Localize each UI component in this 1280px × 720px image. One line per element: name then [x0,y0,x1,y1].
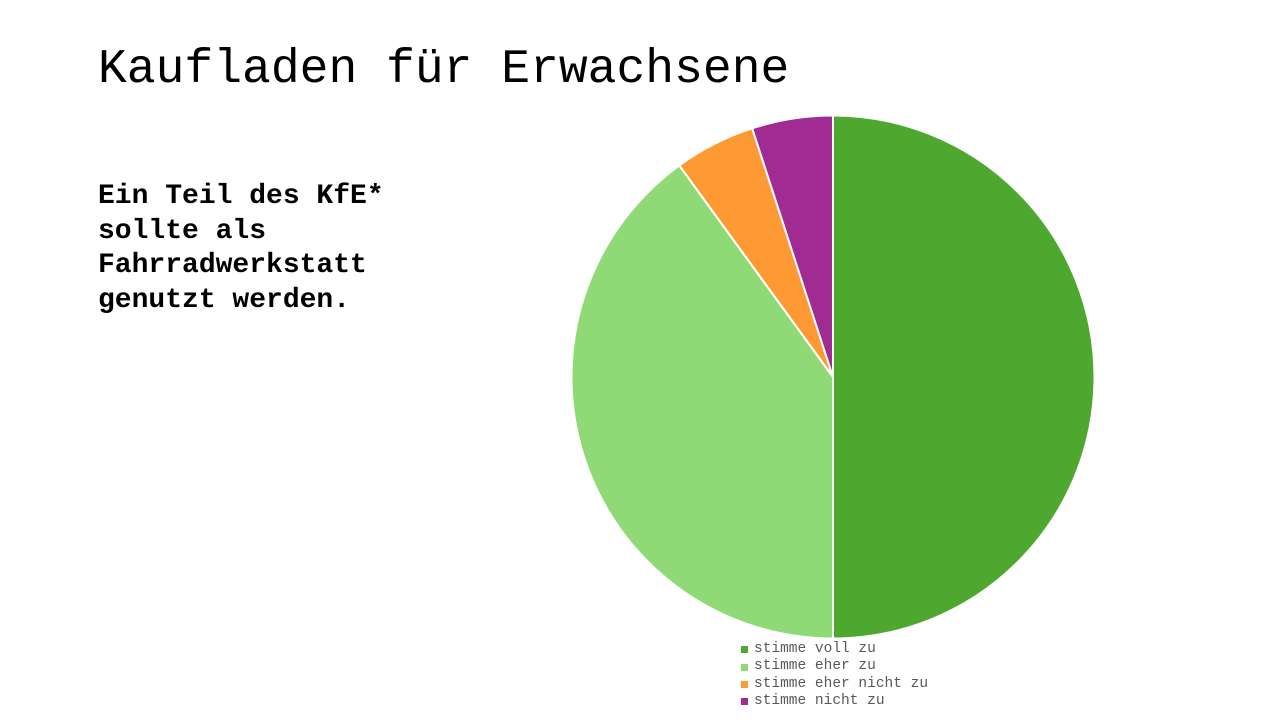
pie-chart [560,104,1106,650]
legend-label: stimme eher nicht zu [754,675,929,692]
legend-label: stimme voll zu [754,641,876,657]
pie-slice-4 [751,114,834,378]
legend-item-2: stimme eher zu [741,658,928,675]
survey-statement: Ein Teil des KfE* sollte als Fahrradwerk… [98,181,384,316]
pie-slice-1 [832,114,1096,640]
legend-item-4: stimme nicht zu [741,693,928,710]
legend-swatch [741,698,748,706]
legend-label: stimme nicht zu [754,693,885,710]
chart-legend: stimme voll zu stimme eher zu stimme eher … [741,641,928,711]
legend-swatch [741,663,748,671]
slide-title: Kaufladen für Erwachsene [98,43,790,97]
legend-item-1: stimme voll zu [741,641,928,658]
legend-item-3: stimme eher nicht zu [741,676,928,693]
legend-swatch [741,646,748,654]
pie-slice-2 [570,164,834,640]
legend-swatch [741,681,748,689]
pie-chart-svg [570,114,1096,640]
legend-label: stimme eher zu [754,658,876,675]
